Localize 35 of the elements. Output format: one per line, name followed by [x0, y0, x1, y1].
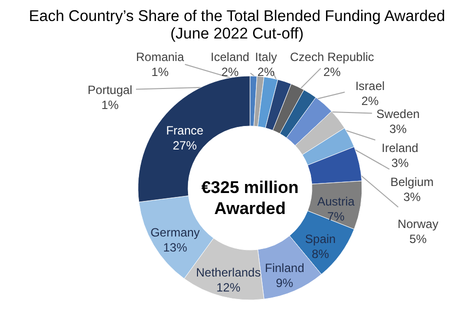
data-label: 3% — [391, 156, 409, 170]
slice-label: France — [166, 123, 204, 138]
data-label: 8% — [312, 247, 330, 262]
slice-label: Spain — [305, 232, 336, 246]
slice-label: Finland — [264, 260, 304, 275]
slice-label: Czech Republic — [290, 50, 374, 64]
data-label: 2% — [361, 94, 379, 108]
data-label: 1% — [151, 65, 169, 79]
slice-label: Netherlands — [196, 265, 261, 280]
slice-label: Belgium — [390, 175, 434, 189]
data-label: 1% — [101, 98, 119, 112]
data-label: 9% — [276, 276, 294, 290]
slice-label: Austria — [317, 194, 355, 209]
slice-label: Germany — [150, 225, 200, 240]
slice-label: Portugal — [88, 83, 132, 97]
text: €325 million Awarded — [201, 178, 299, 218]
slice-label: Israel — [355, 79, 385, 93]
data-label: 3% — [403, 190, 421, 204]
slice-label: Romania — [136, 50, 184, 64]
data-label: 2% — [221, 65, 239, 79]
data-label: 2% — [257, 65, 275, 79]
chart-subtitle: (June 2022 Cut-off) — [170, 26, 304, 42]
data-label: 27% — [172, 138, 198, 152]
slice-label: Sweden — [376, 107, 420, 121]
slice-label: Norway — [398, 217, 438, 231]
slice-label: Ireland — [382, 141, 418, 155]
data-label: 7% — [327, 210, 345, 224]
slice-label: Italy — [254, 50, 278, 64]
data-label: 3% — [389, 122, 407, 136]
data-label: 13% — [163, 240, 188, 254]
chart-title: Each Country’s Share of the Total Blended Funding Awarded — [28, 8, 446, 25]
data-label: 12% — [216, 280, 241, 294]
slice-label: Iceland — [210, 50, 250, 64]
data-label: 2% — [323, 65, 341, 79]
data-label: 5% — [409, 232, 427, 246]
